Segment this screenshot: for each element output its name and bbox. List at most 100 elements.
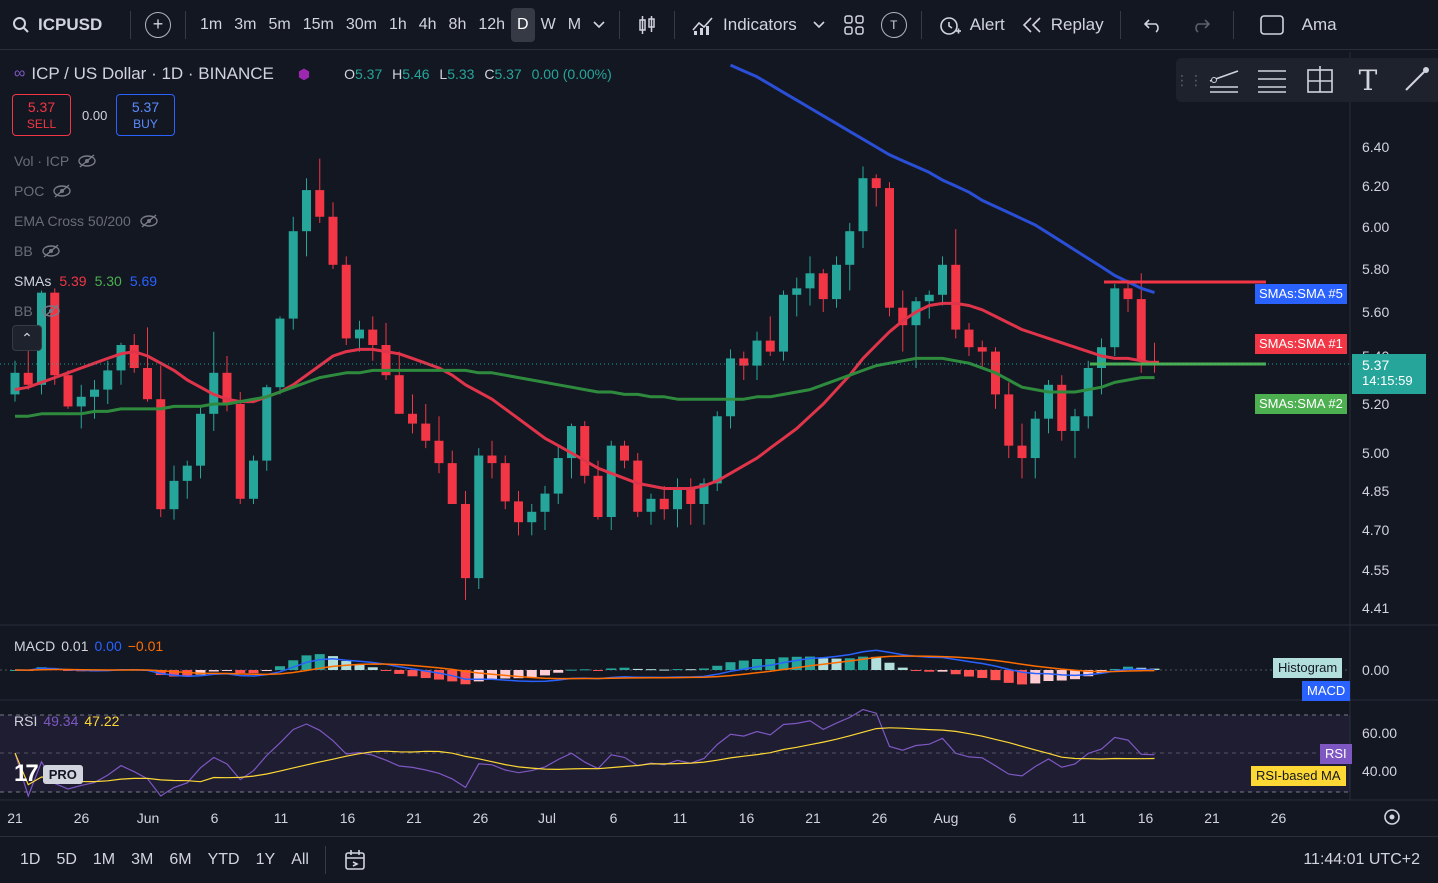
templates-button[interactable]: T (880, 11, 907, 38)
fib-tool[interactable] (1254, 62, 1290, 98)
indicator-ema-cross[interactable]: EMA Cross 50/200 (14, 206, 159, 236)
indicator-smas[interactable]: SMAs 5.39 5.30 5.69 (14, 266, 159, 296)
sma-line-1[interactable] (14, 301, 1155, 490)
symbol-legend[interactable]: ∞ ICP / US Dollar · 1D · BINANCE ⬢ O5.37… (14, 64, 618, 84)
chart-area[interactable]: 6.406.206.005.805.605.405.205.004.854.70… (0, 52, 1438, 830)
interval-15m[interactable]: 15m (302, 15, 334, 33)
eye-off-icon[interactable] (41, 304, 61, 318)
interval-8h[interactable]: 8h (448, 15, 467, 33)
sma-line-3[interactable] (729, 63, 1155, 295)
sma-line-2[interactable] (15, 356, 1155, 418)
macd-histogram-bar (897, 667, 908, 670)
candle (951, 229, 961, 339)
indicators-dropdown-button[interactable] (805, 0, 833, 50)
replay-button[interactable]: Replay (1013, 0, 1112, 50)
macd-histogram-bar (434, 670, 444, 680)
close-key: C (484, 66, 495, 82)
candle (275, 316, 285, 395)
interval-1m[interactable]: 1m (200, 15, 223, 33)
interval-M[interactable]: M (567, 15, 582, 33)
range-1d[interactable]: 1D (20, 851, 41, 868)
candle-body (421, 423, 431, 441)
candle-body (871, 178, 881, 189)
redo-button[interactable] (1177, 0, 1225, 50)
eye-off-icon[interactable] (139, 214, 159, 228)
range-1m[interactable]: 1M (92, 851, 116, 868)
macd-histogram-bar (844, 658, 855, 670)
macd-histogram-bar (1017, 670, 1027, 685)
undo-button[interactable] (1129, 0, 1177, 50)
text-tool[interactable]: T (1350, 62, 1386, 98)
collapse-legend-button[interactable]: ⌃ (12, 325, 42, 351)
indicators-button[interactable]: Indicators (683, 0, 805, 50)
indicator-poc[interactable]: POC (14, 176, 159, 206)
pattern-tool[interactable] (1302, 62, 1338, 98)
rsi-ma-line (14, 727, 1155, 786)
rsi-legend[interactable]: RSI 49.34 47.22 (14, 713, 119, 729)
candle (977, 340, 987, 368)
range-5d[interactable]: 5D (56, 851, 77, 868)
goto-date-button[interactable] (334, 849, 378, 871)
sell-button[interactable]: 5.37 SELL (12, 94, 71, 136)
candle (659, 485, 669, 520)
eye-off-icon[interactable] (41, 244, 61, 258)
spread-value: 0.00 (82, 108, 108, 123)
range-6m[interactable]: 6M (169, 851, 192, 868)
candle (182, 460, 192, 499)
chart-settings-button[interactable] (1384, 809, 1400, 825)
interval-1h[interactable]: 1h (388, 15, 407, 33)
candle (196, 406, 205, 479)
trend-lines-tool[interactable] (1206, 62, 1242, 98)
macd-histogram-bar (871, 656, 882, 670)
high-key: H (392, 66, 403, 82)
candle (1017, 423, 1027, 479)
interval-12h[interactable]: 12h (478, 15, 506, 33)
clock-timezone[interactable]: 11:44:01 UTC+2 (1303, 851, 1420, 868)
brush-icon (1405, 67, 1429, 91)
x-tick-label: 6 (610, 810, 618, 826)
candle (169, 465, 179, 520)
macd-histogram-bar (314, 654, 325, 670)
buy-button[interactable]: 5.37 BUY (116, 94, 175, 136)
interval-30m[interactable]: 30m (345, 15, 377, 33)
alarm-clock-icon (939, 16, 961, 35)
interval-W[interactable]: W (540, 15, 556, 33)
macd-histogram-bar (964, 670, 974, 677)
range-ytd[interactable]: YTD (207, 851, 240, 868)
range-all[interactable]: All (291, 851, 309, 868)
candle-body (739, 358, 749, 366)
eye-off-icon[interactable] (52, 184, 72, 198)
macd-histogram-bar (685, 669, 696, 671)
range-3m[interactable]: 3M (131, 851, 154, 868)
interval-D[interactable]: D (511, 7, 535, 42)
candle-body (434, 440, 444, 464)
compare-add-button[interactable]: + (145, 11, 171, 38)
account-label[interactable]: Ama (1301, 14, 1337, 34)
brush-tool[interactable] (1398, 62, 1434, 98)
divider (920, 10, 922, 39)
macd-legend[interactable]: MACD 0.01 0.00 −0.01 (14, 638, 163, 654)
drag-handle[interactable]: ⋮⋮ (1175, 71, 1203, 88)
indicator-bb[interactable]: BB (14, 236, 159, 266)
chart-type-button[interactable] (628, 0, 666, 50)
indicator-vol[interactable]: Vol · ICP (14, 146, 159, 176)
candle-body (1070, 416, 1080, 431)
low-value: 5.33 (447, 66, 475, 82)
candle (249, 455, 258, 504)
candle (1150, 342, 1159, 373)
candle (235, 392, 245, 504)
layouts-button[interactable] (833, 0, 875, 50)
candle-body (964, 329, 974, 348)
symbol-search[interactable]: ICPUSD (0, 0, 122, 50)
interval-dropdown-button[interactable] (587, 0, 611, 50)
indicator-bb-2[interactable]: BB (14, 296, 159, 326)
interval-3m[interactable]: 3m (234, 15, 257, 33)
interval-4h[interactable]: 4h (418, 15, 437, 33)
interval-5m[interactable]: 5m (268, 15, 291, 33)
eye-off-icon[interactable] (77, 154, 97, 168)
share-icon[interactable]: ⬢ (297, 65, 311, 82)
chart-canvas[interactable]: 6.406.206.005.805.605.405.205.004.854.70… (0, 52, 1438, 830)
alert-button[interactable]: Alert (930, 0, 1013, 50)
range-1y[interactable]: 1Y (255, 851, 276, 868)
fullscreen-button[interactable] (1242, 0, 1292, 50)
